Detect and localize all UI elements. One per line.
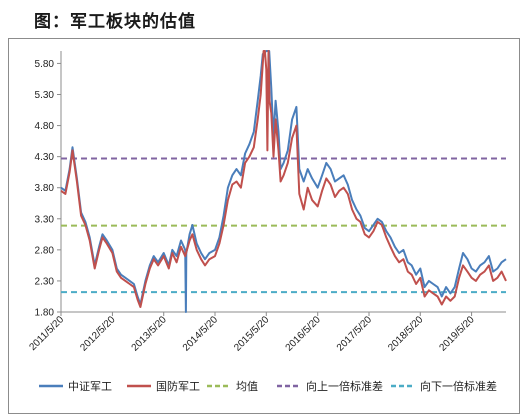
x-tick-label: 2012/5/20: [78, 314, 118, 354]
y-tick-label: 2.30: [35, 276, 55, 287]
chart-frame: 1.80 2.30 2.80 3.30 3.80 4.30 4.80 5.30 5.80 201…: [8, 38, 520, 414]
y-tick-label: 4.30: [35, 152, 55, 163]
chart-caption: 图：军工板块的估值: [34, 12, 196, 32]
legend-label-2: 均值: [236, 380, 258, 393]
legend-label-1: 国防军工: [156, 379, 200, 393]
valuation-line-chart: 1.80 2.30 2.80 3.30 3.80 4.30 4.80 5.30 5.80 201…: [27, 50, 507, 393]
x-tick-label: 2016/5/20: [284, 314, 324, 354]
x-tick-label: 2013/5/20: [130, 314, 170, 354]
y-tick-label: 1.80: [35, 308, 55, 319]
x-tick-label: 2014/5/20: [181, 314, 221, 354]
y-tick-label: 3.80: [35, 183, 55, 194]
x-tick-label: 2019/5/20: [437, 314, 477, 354]
reference-line-group: [61, 157, 506, 294]
legend-label-4: 向下一倍标准差: [420, 379, 497, 393]
y-tick-label: 2.80: [35, 245, 55, 256]
x-tick-label: 2018/5/20: [386, 314, 426, 354]
y-tick-group: 1.80 2.30 2.80 3.30 3.80 4.30 4.80 5.30 5.80: [35, 59, 61, 319]
legend: 中证军工 国防军工 均值 向上一倍标准差 向下一倍标准差: [39, 379, 497, 393]
legend-label-0: 中证军工: [68, 380, 112, 393]
y-tick-label: 5.30: [35, 90, 55, 101]
y-tick-label: 3.30: [35, 214, 55, 225]
series-line-1: [60, 50, 507, 308]
series-line-group: [60, 50, 507, 313]
y-tick-label: 5.80: [35, 59, 55, 70]
x-tick-label: 2017/5/20: [335, 314, 375, 354]
series-line-0: [60, 50, 507, 313]
legend-label-3: 向上一倍标准差: [306, 379, 383, 393]
x-tick-label: 2011/5/20: [27, 314, 66, 353]
x-tick-label: 2015/5/20: [232, 314, 272, 354]
y-tick-label: 4.80: [35, 121, 55, 132]
x-tick-group: 2011/5/20 2012/5/20 2013/5/20 2014/5/20 2015…: [27, 312, 477, 354]
